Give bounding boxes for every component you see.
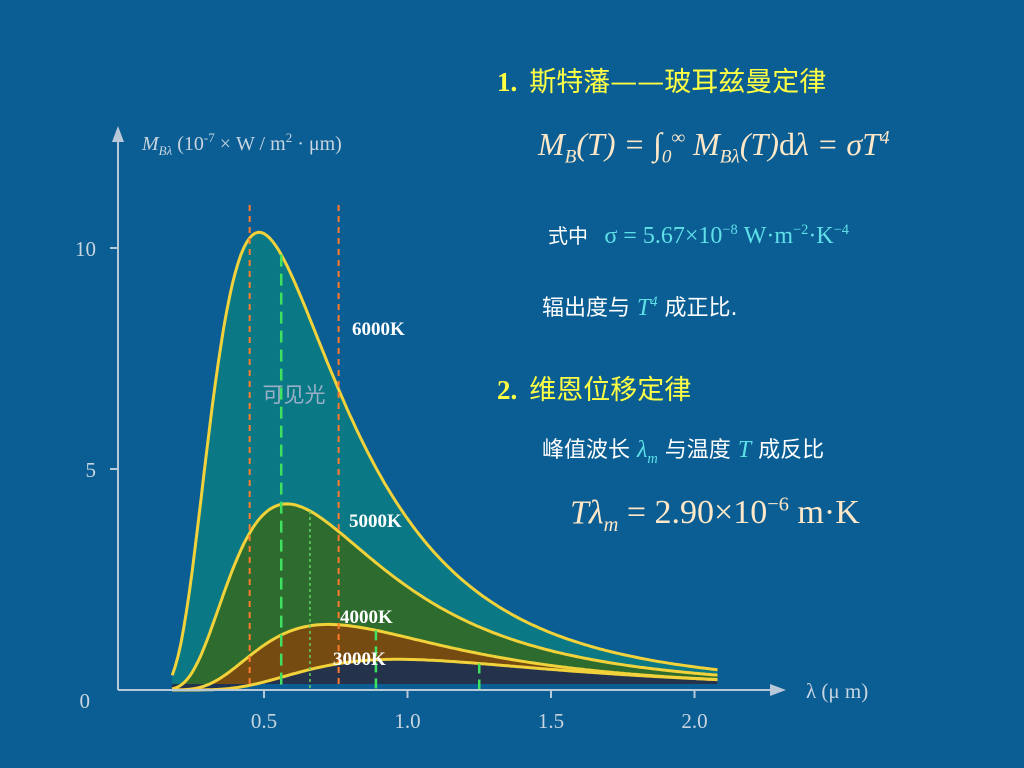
x-axis-label: λ (μ m) [806, 679, 868, 703]
law2-statement: 峰值波长 λm 与温度 T 成反比 [542, 437, 825, 467]
series-label-4000K: 4000K [340, 607, 393, 628]
chart-labels: 6000K 5000K 4000K 3000K 可见光 [263, 319, 406, 670]
x-tick-label: 2.0 [681, 709, 707, 733]
x-tick-label: 1.0 [394, 709, 420, 733]
law2-formula: Tλm = 2.90×10−6 m·K [570, 494, 860, 537]
y-axis-arrow [112, 126, 124, 142]
x-tick-label: 1.5 [538, 709, 564, 733]
y-tick-label: 0 [80, 689, 91, 713]
law1-constant-line: 式中 σ = 5.67×10−8 W·m−2·K−4 [548, 220, 849, 250]
curve-fills [172, 232, 718, 690]
series-label-5000K: 5000K [349, 511, 402, 532]
y-tick-label: 10 [75, 237, 96, 261]
series-label-6000K: 6000K [352, 319, 405, 340]
law2-title: 维恩位移定律 [529, 375, 692, 406]
law2-number: 2. [497, 375, 518, 405]
law2-heading: 2. 维恩位移定律 [497, 368, 691, 407]
y-axis-label: MBλ (10-7 × W / m2 · μm) [141, 130, 342, 158]
x-tick-label: 0.5 [251, 709, 277, 733]
curve-6000K [170, 230, 718, 676]
axes: 0.5 1.0 1.5 2.0 0 5 10 MBλ (10-7 × W / m2 · μm)… [75, 126, 868, 733]
fill-3000K [172, 659, 718, 690]
curve-5000K [171, 502, 718, 691]
y-tick-label: 5 [86, 458, 97, 482]
visible-label: 可见光 [263, 383, 326, 407]
visible-band [248, 205, 340, 690]
curve-3000K [172, 657, 718, 692]
law1-title: 斯特藩——玻耳兹曼定律 [529, 67, 827, 98]
law1-formula: MB(T) = ∫0∞ MBλ(T)dλ = σT4 [538, 126, 890, 168]
x-axis-arrow [770, 684, 786, 696]
peak-markers [279, 254, 481, 690]
law1-statement: 辐出度与 T4 成正比. [542, 294, 738, 321]
series-label-3000K: 3000K [333, 649, 386, 670]
law1-constant: σ = 5.67×10−8 W·m−2·K−4 [604, 222, 849, 249]
law1-heading: 1. 斯特藩——玻耳兹曼定律 [497, 60, 826, 99]
law1-formula-text: MB(T) = ∫0∞ MBλ(T)dλ = σT4 [538, 126, 890, 168]
law1-number: 1. [497, 67, 518, 97]
curves [170, 230, 718, 692]
law1-constant-prefix: 式中 [548, 224, 588, 248]
